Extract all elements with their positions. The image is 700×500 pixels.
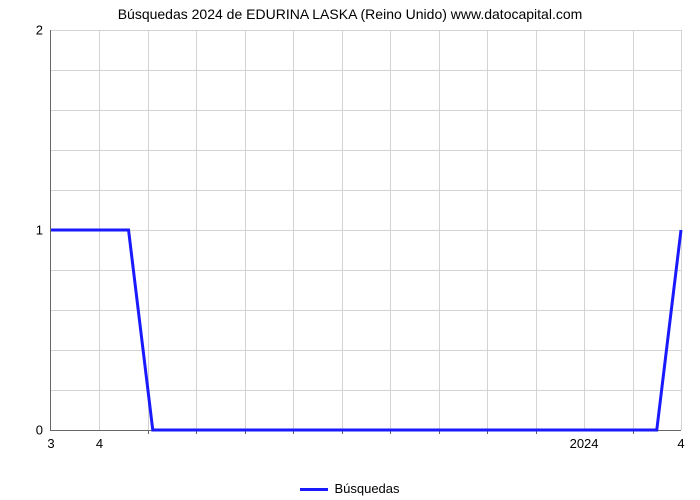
y-tick-label: 1	[36, 223, 51, 238]
y-tick-label: 2	[36, 23, 51, 38]
x-minor-tick	[148, 430, 149, 434]
gridline-v	[681, 30, 682, 430]
legend-label: Búsquedas	[334, 481, 399, 496]
legend-swatch	[300, 488, 328, 491]
plot-area: 0123420244	[50, 30, 681, 431]
x-tick-label: 3	[47, 430, 54, 451]
series-line	[51, 30, 681, 430]
x-tick-label: 4	[677, 430, 684, 451]
legend: Búsquedas	[0, 481, 700, 496]
chart-title: Búsquedas 2024 de EDURINA LASKA (Reino U…	[0, 6, 700, 22]
x-tick-label: 4	[96, 430, 103, 451]
x-tick-label: 2024	[570, 430, 599, 451]
chart-container: Búsquedas 2024 de EDURINA LASKA (Reino U…	[0, 0, 700, 500]
